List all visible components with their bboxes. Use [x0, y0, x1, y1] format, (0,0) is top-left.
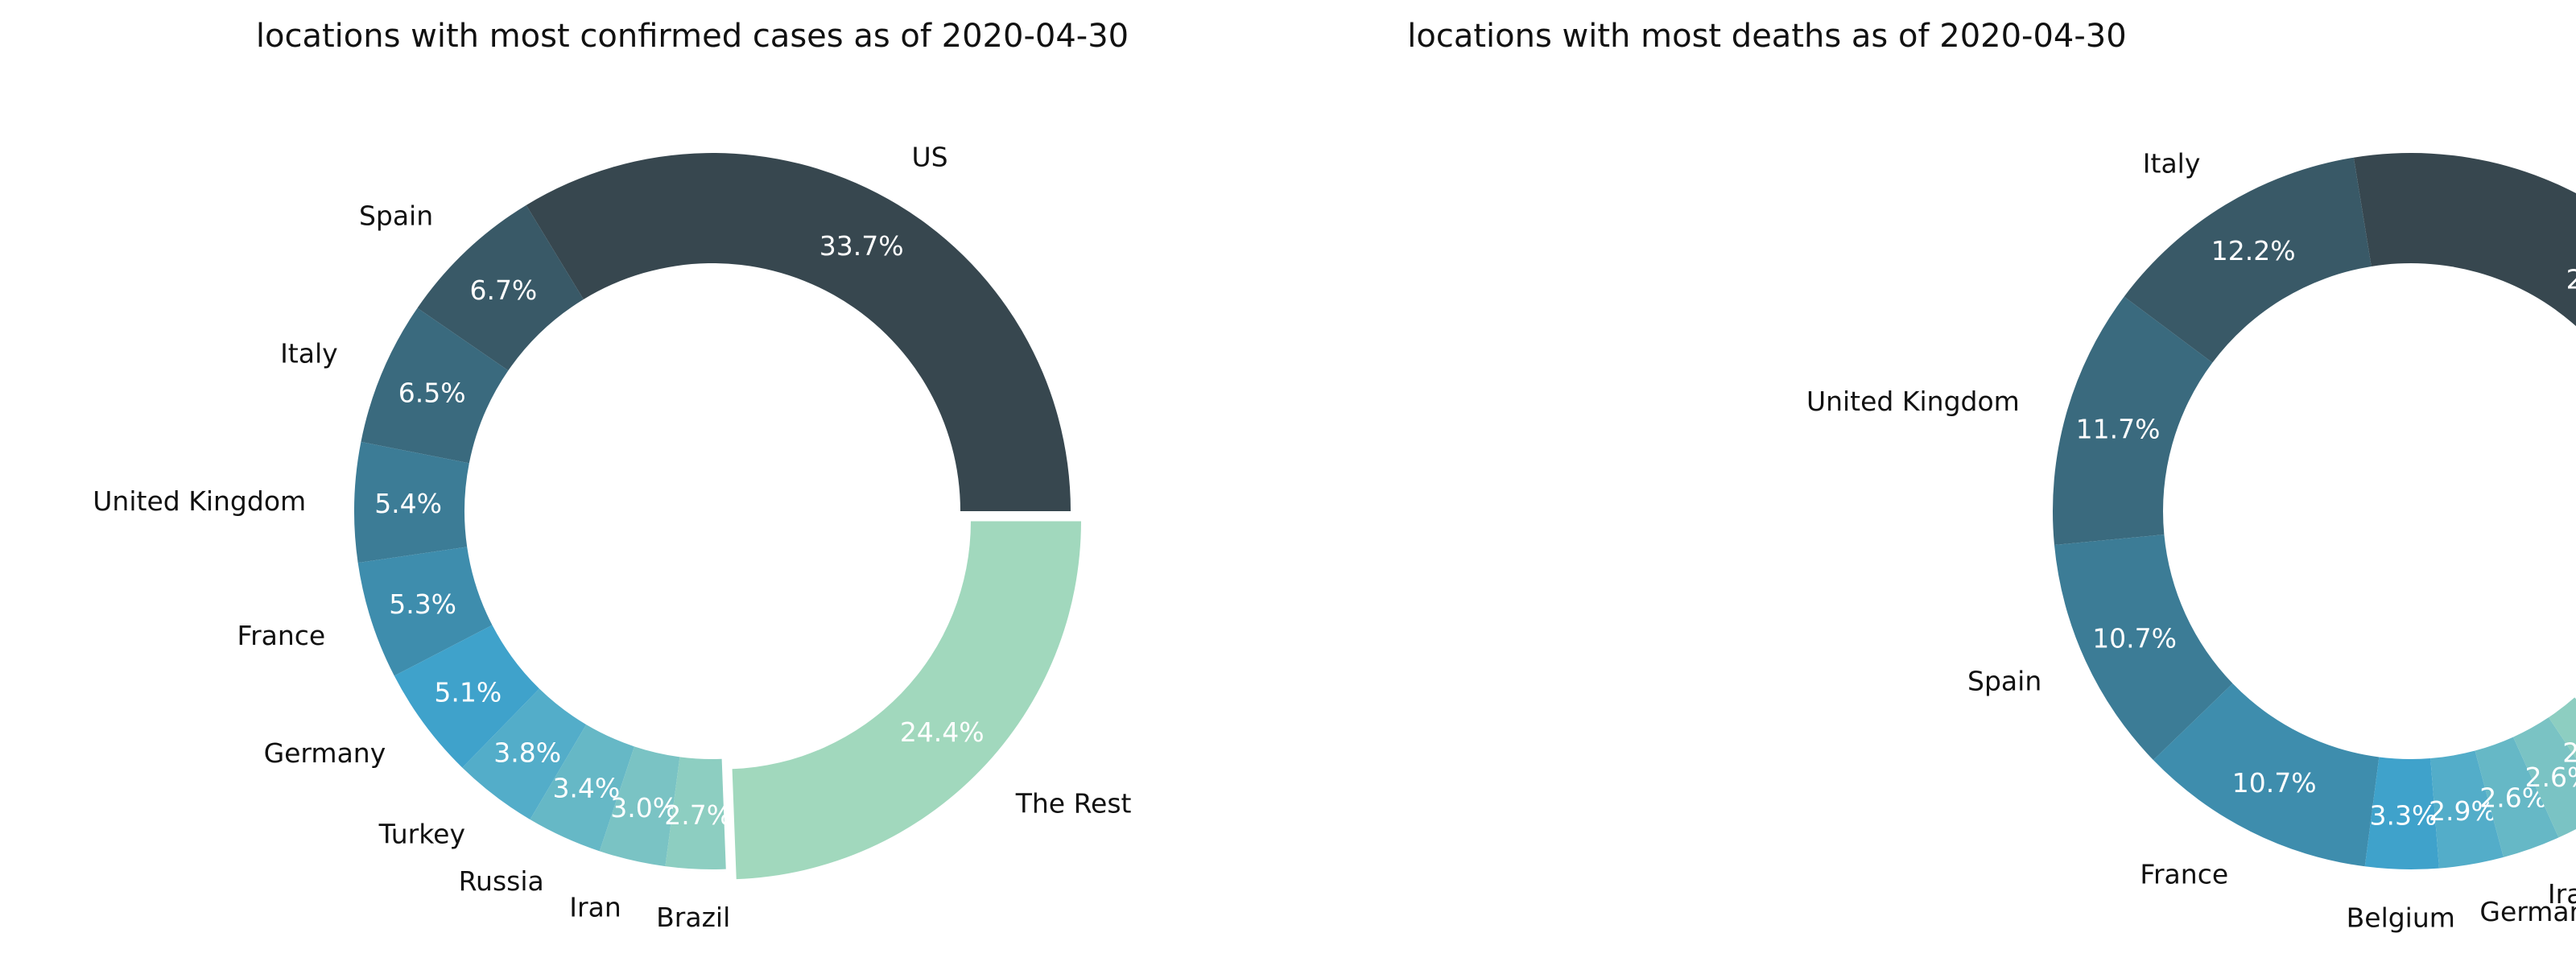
slice-label-iran: Iran	[569, 892, 621, 923]
chart-title: locations with most deaths as of 2020-04…	[1407, 18, 2127, 55]
slice-us	[526, 152, 1071, 511]
slice-label-germany: Germany	[2479, 896, 2576, 927]
slice-turkey	[462, 688, 587, 820]
slice-italy	[361, 308, 509, 464]
slice-label-spain: Spain	[1967, 666, 2041, 697]
slice-label-iran: Iran	[2548, 878, 2576, 910]
slice-label-turkey: Turkey	[378, 818, 465, 849]
slice-percent-italy: 6.5%	[398, 378, 466, 409]
slice-percent-spain: 10.7%	[2092, 623, 2177, 654]
slice-percent-the-rest: 24.4%	[900, 716, 985, 748]
slice-united-kingdom	[2053, 296, 2213, 545]
slice-the-rest	[732, 521, 1081, 880]
slice-percent-iran: 2.6%	[2479, 782, 2547, 813]
slice-united-kingdom	[354, 441, 469, 564]
slice-iran	[599, 746, 680, 867]
slice-percent-spain: 6.7%	[469, 275, 537, 306]
slice-label-france: France	[2140, 859, 2228, 890]
slice-percent-united-kingdom: 5.4%	[374, 488, 442, 519]
slice-percent-us: 33.7%	[819, 230, 904, 262]
slice-us	[2353, 153, 2576, 327]
slice-percent-belgium: 3.3%	[2370, 799, 2438, 831]
slice-percent-italy: 12.2%	[2211, 235, 2296, 266]
slice-france	[2153, 683, 2380, 867]
slice-belgium	[2364, 757, 2439, 869]
slice-percent-france: 10.7%	[2232, 767, 2317, 799]
slice-label-brazil: Brazil	[656, 902, 730, 933]
slice-label-russia: Russia	[459, 865, 544, 897]
slice-label-belgium: Belgium	[2347, 902, 2455, 933]
slice-percent-iran: 3.0%	[610, 792, 678, 824]
slice-percent-germany: 5.1%	[434, 677, 502, 708]
chart-title: locations with most confirmed cases as o…	[255, 18, 1129, 55]
slice-label-spain: Spain	[359, 200, 433, 231]
slice-russia	[530, 724, 634, 852]
slice-label-france: France	[237, 620, 325, 651]
slice-label-italy: Italy	[2143, 148, 2201, 180]
slice-label-italy: Italy	[280, 337, 338, 369]
slice-iran	[2475, 737, 2559, 857]
slice-label-united-kingdom: United Kingdom	[1806, 386, 2020, 417]
confirmed-cases-chart: locations with most confirmed cases as o…	[93, 18, 1132, 933]
slice-label-united-kingdom: United Kingdom	[93, 485, 306, 517]
slice-germany	[2430, 750, 2504, 869]
slice-netherlands	[2549, 697, 2576, 759]
slice-spain	[417, 204, 584, 371]
slice-percent-brazil: 2.7%	[664, 799, 732, 831]
slice-percent-netherlands: 2.1%	[2562, 737, 2576, 768]
confirmed-cases-donut: US 33.7% Spain 6.7% Italy 6.5% United Kingdom 5…	[93, 141, 1132, 933]
slice-label-the-rest: The Rest	[1015, 787, 1132, 819]
slice-percent-turkey: 3.8%	[493, 737, 561, 769]
deaths-chart: locations with most deaths as of 2020-04…	[1288, 0, 2576, 966]
slice-brazil	[665, 757, 726, 869]
slice-label-germany: Germany	[264, 737, 386, 769]
slice-spain	[2054, 535, 2233, 761]
slice-percent-france: 5.3%	[389, 588, 456, 620]
slice-germany	[394, 625, 539, 768]
slice-italy	[2124, 157, 2372, 363]
slice-percent-united-kingdom: 11.7%	[2076, 413, 2161, 444]
slice-percent-germany: 2.9%	[2429, 795, 2496, 827]
slice-percent-brazil: 2.6%	[2525, 762, 2576, 793]
slice-percent-russia: 3.4%	[552, 773, 620, 804]
slice-label-us: US	[911, 141, 947, 172]
slice-brazil	[2512, 717, 2576, 838]
slice-percent-us: 27.5%	[2566, 264, 2576, 295]
slice-france	[357, 547, 493, 676]
